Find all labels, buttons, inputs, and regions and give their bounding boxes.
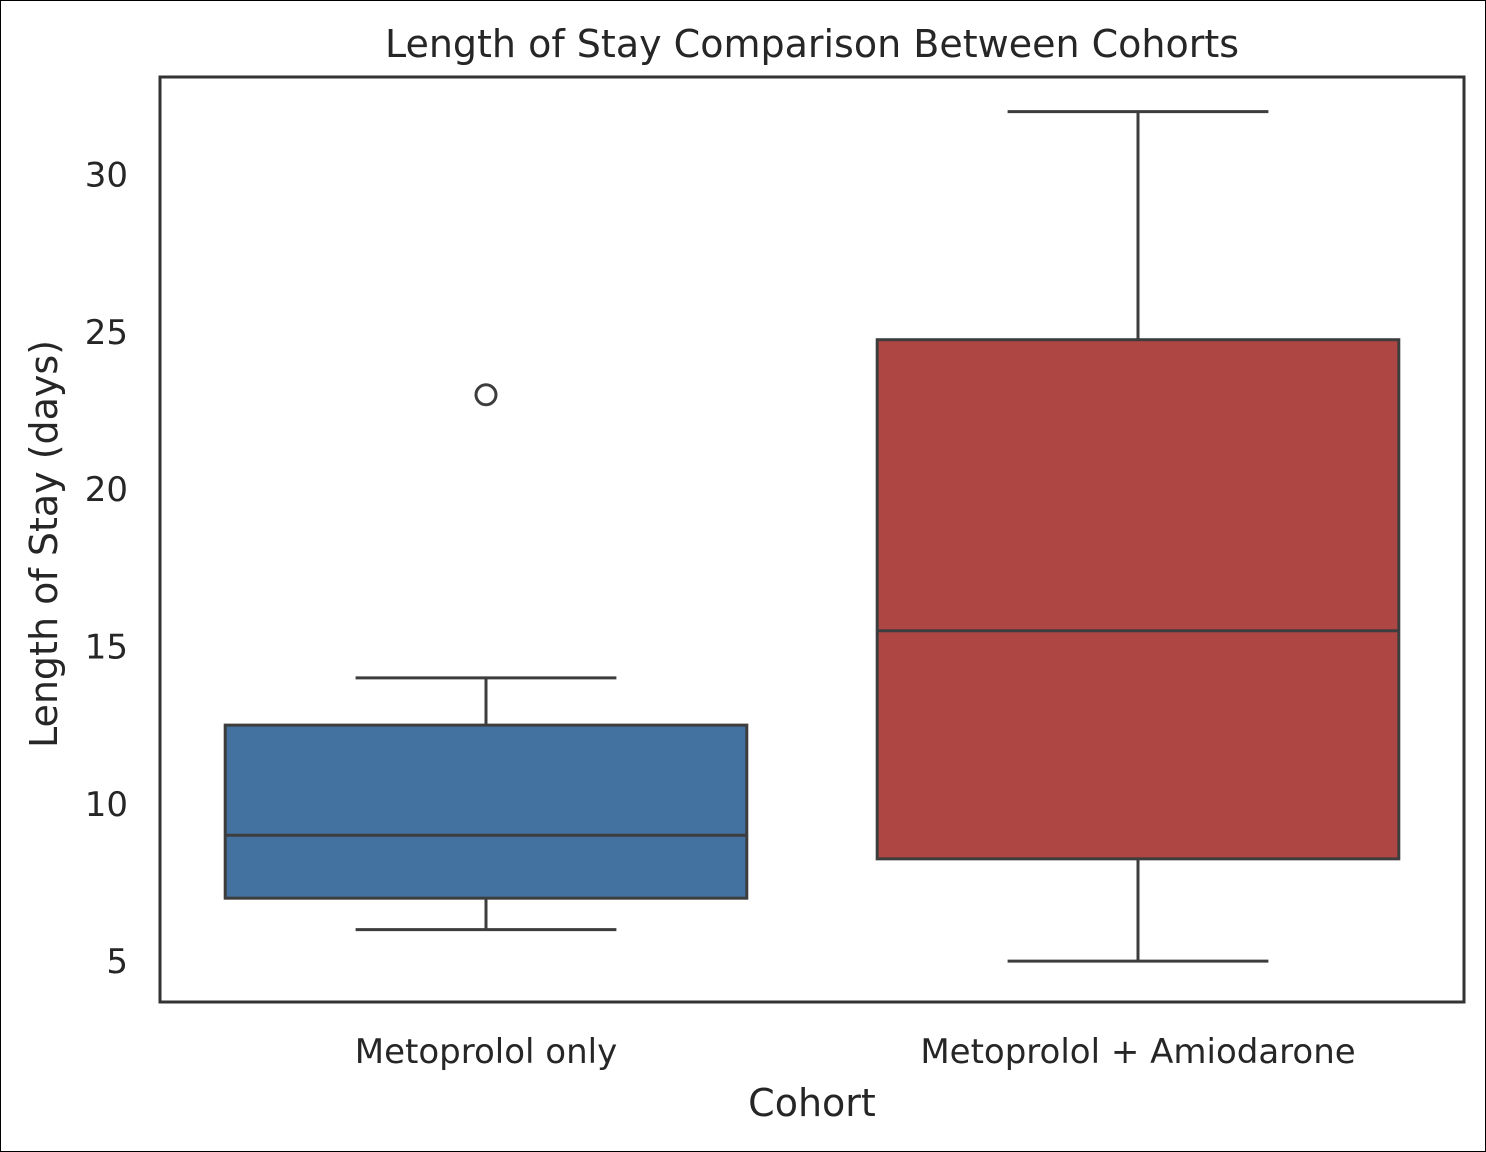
- y-tick-label: 5: [106, 942, 128, 982]
- y-tick-label: 10: [85, 785, 128, 825]
- y-tick-label: 25: [85, 313, 128, 353]
- x-tick-labels: Metoprolol only Metoprolol + Amiodarone: [355, 1032, 1356, 1072]
- y-tick-label: 15: [85, 627, 128, 667]
- box-series: [223, 110, 1401, 963]
- y-axis-title: Length of Stay (days): [22, 340, 66, 748]
- iqr-box: [223, 723, 749, 900]
- outlier-point: [474, 383, 498, 407]
- plot-area-border: [158, 75, 1466, 1004]
- box-group: [875, 110, 1401, 963]
- x-tick-label: Metoprolol + Amiodarone: [920, 1032, 1355, 1072]
- iqr-box: [875, 338, 1401, 861]
- chart-title: Length of Stay Comparison Between Cohort…: [385, 22, 1239, 66]
- x-tick-label: Metoprolol only: [355, 1032, 617, 1072]
- x-axis-title: Cohort: [748, 1081, 876, 1125]
- y-tick-label: 20: [85, 470, 128, 510]
- box-group: [223, 383, 749, 932]
- y-tick-label: 30: [85, 156, 128, 196]
- y-tick-labels: 5 10 15 20 25 30: [85, 156, 128, 983]
